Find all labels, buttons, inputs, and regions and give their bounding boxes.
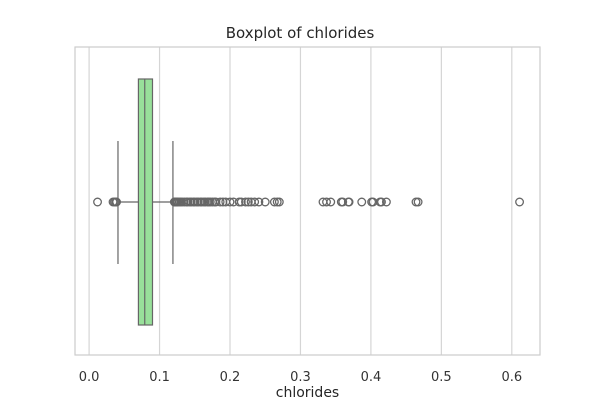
plot-frame: [74, 46, 541, 356]
outlier-point-56: [357, 197, 367, 207]
outlier-point-44: [254, 197, 264, 207]
outlier-point-33: [215, 197, 225, 207]
chart-title: Boxplot of chlorides: [225, 24, 375, 42]
outlier-point-50: [322, 197, 331, 207]
outlier-point-53: [338, 197, 348, 207]
x-tick-label-5: 0.5: [431, 370, 452, 385]
outlier-point-40: [241, 197, 250, 207]
outlier-point-55: [344, 197, 354, 207]
iqr-box: [137, 78, 154, 326]
x-ticks: 0.0 0.1 0.2 0.3 0.4 0.5 0.6: [79, 370, 522, 385]
outlier-point-63: [413, 197, 423, 207]
outlier-point-36: [225, 197, 235, 207]
x-tick-label-4: 0.4: [361, 370, 382, 385]
outlier-point-41: [243, 197, 253, 207]
outlier-point-64: [515, 197, 525, 207]
outlier-point-61: [381, 197, 391, 207]
outlier-point-46: [269, 197, 279, 207]
x-axis-label: chlorides: [275, 385, 340, 401]
outlier-point-51: [326, 197, 336, 207]
x-tick-label-6: 0.6: [501, 370, 522, 385]
box: [137, 78, 154, 326]
outlier-point-43: [250, 197, 260, 207]
outlier-point-45: [260, 197, 270, 207]
outlier-point-4: [112, 197, 122, 207]
x-tick-label-0: 0.0: [79, 370, 100, 385]
outliers: [93, 197, 525, 207]
x-tick-label-3: 0.3: [290, 370, 311, 385]
outlier-point-0: [93, 197, 102, 207]
x-tick-label-2: 0.2: [220, 370, 241, 385]
outlier-point-60: [377, 197, 386, 207]
x-tick-label-1: 0.1: [149, 370, 170, 385]
outlier-point-48: [274, 197, 284, 207]
